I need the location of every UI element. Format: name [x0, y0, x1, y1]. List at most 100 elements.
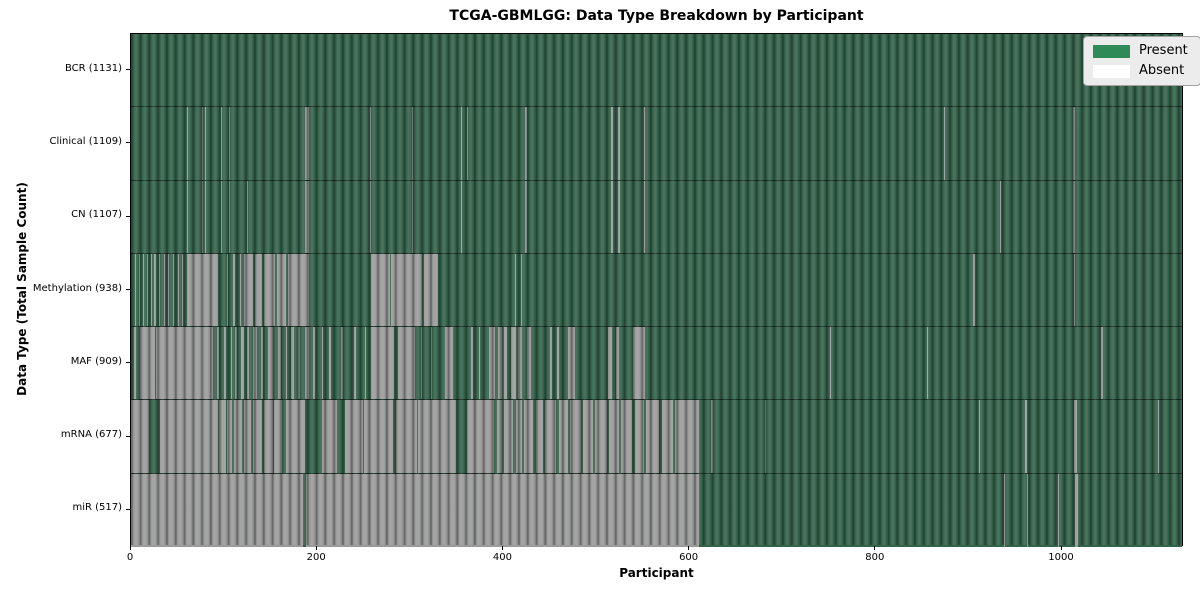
absent-stripe: [140, 327, 156, 400]
absent-stripe: [239, 253, 242, 327]
y-tick-label-clinical: Clinical (1109): [49, 135, 123, 147]
absent-stripe: [224, 327, 226, 400]
absent-stripe: [559, 400, 568, 473]
absent-stripe: [134, 253, 136, 327]
absent-stripe: [524, 107, 527, 180]
y-tick-mark: [126, 142, 130, 144]
absent-stripe: [267, 327, 274, 400]
absent-stripe: [518, 327, 523, 400]
absent-stripe: [661, 400, 673, 473]
absent-stripe: [226, 253, 228, 327]
x-tick-mark: [129, 546, 131, 550]
absent-stripe: [467, 107, 469, 180]
y-tick-label-mir: miR (517): [72, 502, 122, 514]
absent-stripe: [204, 107, 206, 180]
absent-stripe: [156, 327, 213, 400]
legend: Present Absent: [1083, 36, 1200, 86]
absent-stripe: [1101, 327, 1103, 400]
absent-stripe: [611, 107, 614, 180]
absent-stripe: [247, 327, 250, 400]
absent-stripe: [235, 327, 238, 400]
absent-stripe: [133, 327, 136, 400]
absent-stripe: [526, 327, 532, 400]
y-tick-label-methylation: Methylation (938): [32, 282, 122, 294]
absent-stripe: [204, 180, 206, 253]
row-maf: [131, 327, 1182, 401]
absent-stripe: [154, 253, 157, 327]
absent-stripe: [252, 327, 257, 400]
row-mrna: [131, 400, 1182, 474]
absent-stripe: [620, 400, 632, 473]
absent-stripe: [247, 180, 249, 253]
absent-stripe: [305, 327, 309, 400]
absent-stripe: [254, 253, 263, 327]
absent-stripe: [274, 400, 282, 473]
y-tick-label-bcr: BCR (1131): [64, 62, 122, 74]
absent-stripe: [230, 327, 233, 400]
x-axis-label: Participant: [619, 566, 694, 580]
absent-stripe: [927, 327, 929, 400]
absent-stripe: [943, 107, 945, 180]
absent-stripe: [285, 400, 306, 473]
x-tick-label: 400: [492, 552, 512, 563]
absent-stripe: [412, 107, 414, 180]
absent-stripe: [545, 400, 557, 473]
absent-stripe: [143, 253, 145, 327]
absent-stripe: [536, 400, 544, 473]
absent-stripe: [515, 400, 523, 473]
absent-stripe: [408, 253, 423, 327]
absent-stripe: [321, 400, 337, 473]
absent-stripe: [329, 327, 332, 400]
x-tick-mark: [874, 546, 876, 550]
absent-stripe: [159, 400, 218, 473]
absent-stripe: [150, 253, 152, 327]
absent-stripe: [1074, 253, 1076, 327]
absent-stripe: [1073, 180, 1076, 253]
absent-stripe: [412, 180, 414, 253]
absent-stripe: [424, 253, 439, 327]
absent-stripe: [524, 180, 527, 253]
x-tick-mark: [501, 546, 503, 550]
legend-label-present: Present: [1139, 43, 1188, 58]
absent-stripe: [371, 253, 390, 327]
absent-stripe: [186, 180, 188, 253]
absent-stripe: [514, 253, 517, 327]
absent-stripe: [291, 327, 294, 400]
y-tick-label-maf: MAF (909): [70, 355, 122, 367]
x-tick-label: 0: [126, 552, 134, 563]
absent-stripe: [567, 327, 576, 400]
absent-stripe: [285, 327, 288, 400]
absent-stripe: [644, 107, 646, 180]
legend-label-absent: Absent: [1139, 63, 1185, 78]
absent-stripe: [711, 400, 713, 473]
absent-stripe: [313, 327, 315, 400]
y-tick-mark: [126, 289, 130, 290]
absent-stripe: [219, 400, 226, 473]
absent-stripe: [370, 180, 372, 253]
absent-stripe: [489, 327, 496, 400]
absent-stripe: [139, 253, 141, 327]
absent-stripe: [634, 400, 644, 473]
absent-stripe: [186, 253, 218, 327]
absent-stripe: [616, 327, 619, 400]
absent-stripe: [420, 327, 423, 400]
y-tick-mark: [126, 508, 130, 510]
absent-stripe: [1058, 473, 1060, 547]
absent-stripe: [243, 400, 252, 473]
absent-stripe: [504, 327, 508, 400]
absent-stripe: [1073, 107, 1076, 180]
absent-stripe: [288, 253, 309, 327]
absent-stripe: [252, 400, 263, 473]
x-tick-label: 1000: [1048, 552, 1074, 563]
chart-title: TCGA-GBMLGG: Data Type Breakdown by Part…: [449, 8, 864, 24]
absent-stripe: [460, 180, 462, 253]
absent-stripe: [523, 400, 534, 473]
absent-stripe: [497, 327, 502, 400]
absent-stripe: [489, 400, 495, 473]
absent-stripe: [321, 327, 323, 400]
absent-stripe: [228, 180, 230, 253]
absent-swatch: [1093, 64, 1130, 78]
absent-stripe: [674, 400, 699, 473]
absent-stripe: [594, 400, 607, 473]
